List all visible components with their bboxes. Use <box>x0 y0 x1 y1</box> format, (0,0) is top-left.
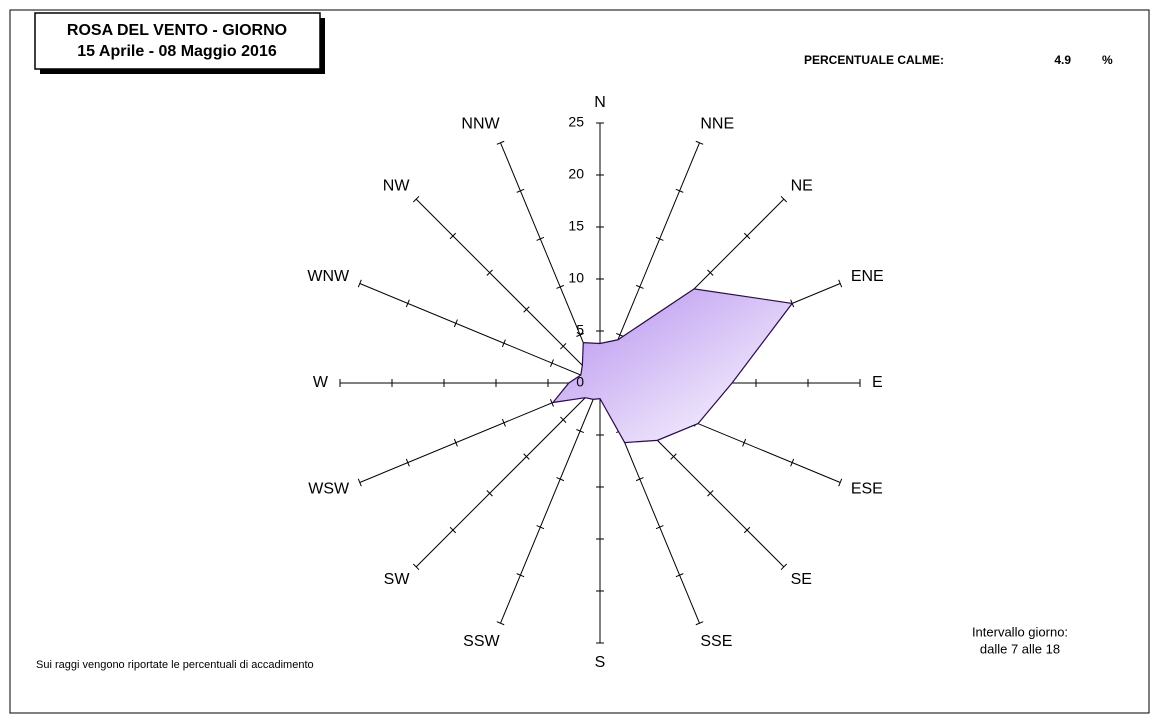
spoke <box>359 283 601 384</box>
tick-mark <box>560 343 567 350</box>
direction-label: SW <box>384 571 411 588</box>
tick-mark <box>695 621 704 626</box>
tick-mark <box>412 195 420 203</box>
chart-subtitle: 15 Aprile - 08 Maggio 2016 <box>77 43 277 60</box>
interval-text: dalle 7 alle 18 <box>980 641 1060 656</box>
tick-mark <box>453 438 458 447</box>
chart-title: ROSA DEL VENTO - GIORNO <box>67 22 287 39</box>
y-tick-label: 25 <box>568 114 584 130</box>
tick-mark <box>496 140 505 145</box>
direction-label: N <box>594 94 606 111</box>
tick-mark <box>536 236 545 241</box>
tick-mark <box>838 279 843 288</box>
tick-mark <box>412 563 420 571</box>
tick-mark <box>675 573 684 578</box>
tick-mark <box>675 188 684 193</box>
tick-mark <box>523 306 530 313</box>
direction-label: SE <box>791 571 812 588</box>
direction-label: ESE <box>851 481 883 498</box>
calm-label: PERCENTUALE CALME: <box>804 53 944 67</box>
tick-mark <box>357 478 362 487</box>
direction-label: ENE <box>851 268 884 285</box>
y-tick-label: 5 <box>576 322 584 338</box>
direction-label: NW <box>383 178 411 195</box>
spoke <box>500 382 601 624</box>
direction-label: NNW <box>461 116 500 133</box>
tick-mark <box>560 416 567 423</box>
tick-mark <box>357 279 362 288</box>
tick-mark <box>707 269 714 276</box>
tick-mark <box>576 429 584 434</box>
y-tick-label: 0 <box>576 374 584 390</box>
calm-value: 4.9 <box>1054 53 1071 67</box>
tick-mark <box>516 188 525 193</box>
tick-mark <box>616 332 624 337</box>
tick-mark <box>516 573 525 578</box>
direction-label: NE <box>791 178 813 195</box>
direction-label: W <box>313 374 329 391</box>
direction-label: S <box>595 654 606 671</box>
tick-mark <box>707 490 714 497</box>
spoke <box>415 382 601 568</box>
y-tick-label: 10 <box>568 270 584 286</box>
tick-mark <box>780 195 788 203</box>
tick-mark <box>453 319 458 328</box>
tick-mark <box>405 299 410 308</box>
tick-mark <box>576 332 584 337</box>
tick-mark <box>496 621 505 626</box>
tick-mark <box>536 525 545 530</box>
tick-mark <box>670 453 677 460</box>
y-tick-label: 15 <box>568 218 584 234</box>
tick-mark <box>635 477 644 482</box>
tick-mark <box>501 418 506 427</box>
tick-mark <box>486 490 493 497</box>
tick-mark <box>695 140 704 145</box>
tick-mark <box>655 236 664 241</box>
tick-mark <box>743 526 751 534</box>
frame <box>9 9 1150 714</box>
footnote: Sui raggi vengono riportate le percentua… <box>36 659 314 671</box>
tick-mark <box>405 458 410 467</box>
interval-title: Intervallo giorno: <box>972 624 1068 639</box>
tick-mark <box>449 526 457 534</box>
tick-mark <box>655 525 664 530</box>
tick-mark <box>743 232 751 240</box>
direction-label: SSW <box>463 633 500 650</box>
tick-mark <box>635 284 644 289</box>
direction-label: WSW <box>308 481 350 498</box>
spoke <box>415 198 601 384</box>
tick-mark <box>549 359 554 367</box>
tick-mark <box>790 458 795 467</box>
title-box <box>34 12 321 70</box>
tick-mark <box>780 563 788 571</box>
radar-area <box>551 288 794 444</box>
tick-mark <box>523 453 530 460</box>
tick-mark <box>449 232 457 240</box>
tick-mark <box>556 284 565 289</box>
direction-label: WNW <box>307 268 350 285</box>
tick-mark <box>501 339 506 348</box>
plot: N NNE NE ENE E ESE SE SSE S SSW SW WSW W WNW NW NNW 0 5 10… <box>307 94 883 671</box>
direction-label: NNE <box>700 116 734 133</box>
tick-mark <box>742 438 747 447</box>
calm-unit: % <box>1102 53 1113 67</box>
direction-label: SSE <box>700 633 732 650</box>
tick-mark <box>838 478 843 487</box>
tick-mark <box>556 477 565 482</box>
y-tick-label: 20 <box>568 166 584 182</box>
direction-label: E <box>872 374 883 391</box>
tick-mark <box>486 269 493 276</box>
